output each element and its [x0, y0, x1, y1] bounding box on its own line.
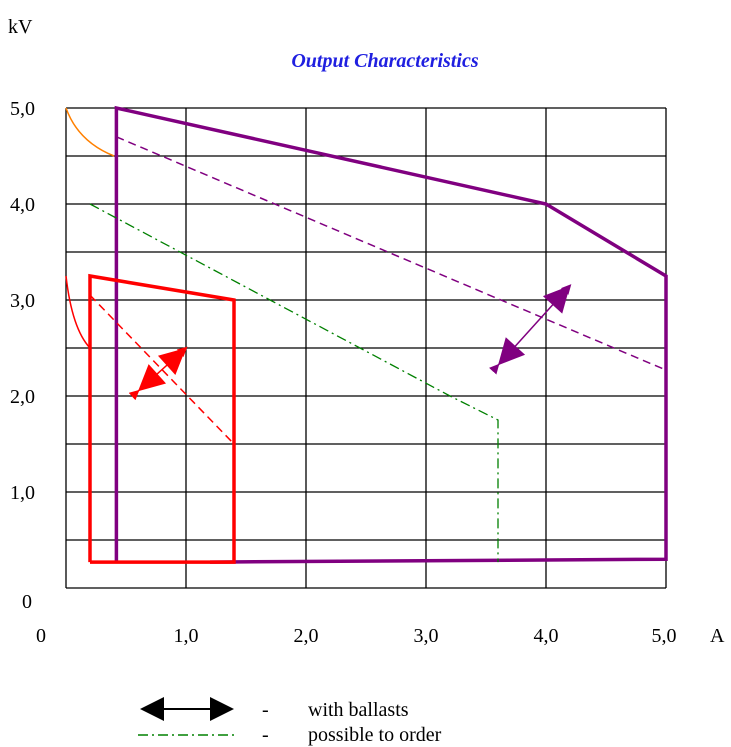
y-origin-label: 0 [22, 591, 32, 613]
arrow-head [498, 337, 526, 366]
x-axis-label: A [710, 625, 725, 647]
legend-item-ballasts: - with ballasts [140, 697, 409, 721]
legend-dash: - [262, 699, 269, 721]
series-layer [65, 105, 668, 564]
legend-label: with ballasts [308, 699, 409, 721]
y-tick-label: 1,0 [10, 482, 35, 504]
y-tick-label: 3,0 [10, 290, 35, 312]
grid [65, 107, 667, 589]
y-tick-labels: 1,0 2,0 3,0 4,0 5,0 [10, 98, 35, 504]
series-line-curve-6 [65, 275, 91, 349]
x-tick-label: 1,0 [174, 625, 199, 647]
series-line-dashed-1 [116, 136, 667, 371]
y-tick-label: 2,0 [10, 386, 35, 408]
arrow-head [542, 285, 570, 314]
x-tick-label: 4,0 [534, 625, 559, 647]
x-tick-label: 2,0 [294, 625, 319, 647]
double-arrow-0 [488, 284, 572, 375]
series-line-curve-5 [65, 107, 115, 157]
legend: - with ballasts - possible to order [138, 697, 442, 746]
x-tick-label: 5,0 [652, 625, 677, 647]
y-axis-label: kV [8, 16, 33, 38]
series-line-dashed-3 [89, 294, 235, 445]
arrow-head [138, 364, 167, 392]
legend-dash: - [262, 724, 269, 746]
chart-title: Output Characteristics [291, 50, 478, 72]
x-tick-labels: 1,0 2,0 3,0 4,0 5,0 [174, 625, 677, 647]
series-line-solid-0 [114, 105, 668, 564]
y-tick-label: 5,0 [10, 98, 35, 120]
x-tick-label: 3,0 [414, 625, 439, 647]
legend-item-order: - possible to order [138, 724, 442, 746]
x-origin-label: 0 [36, 625, 46, 647]
series-line-solid-2 [88, 273, 236, 564]
legend-label: possible to order [308, 724, 442, 746]
y-tick-label: 4,0 [10, 194, 35, 216]
arrow-layer [128, 284, 572, 401]
series-line-dash-dot-4 [89, 203, 499, 563]
arrow-head [157, 348, 186, 376]
double-arrow-1 [128, 346, 188, 401]
double-arrow-icon [140, 697, 234, 721]
